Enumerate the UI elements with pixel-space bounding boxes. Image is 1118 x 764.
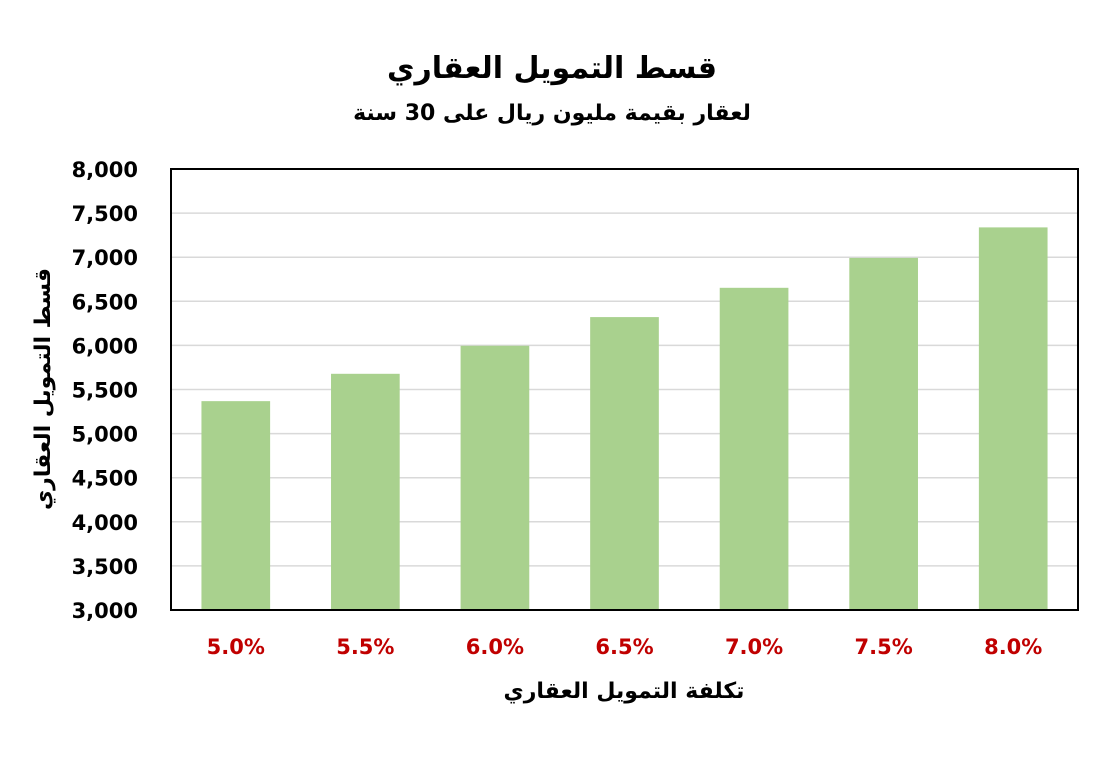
bar xyxy=(460,345,530,610)
y-tick-label: 8,000 xyxy=(72,158,138,182)
x-tick-label: 8.0% xyxy=(984,635,1042,659)
x-axis-label: تكلفة التمويل العقاري xyxy=(504,679,745,704)
y-tick-label: 3,500 xyxy=(72,555,138,579)
bars xyxy=(201,227,1048,610)
y-tick-label: 7,500 xyxy=(72,202,138,226)
bar xyxy=(849,257,918,610)
y-tick-label: 6,500 xyxy=(72,290,138,314)
x-tick-label: 7.5% xyxy=(855,635,913,659)
y-tick-label: 6,000 xyxy=(72,334,138,358)
y-tick-label: 3,000 xyxy=(72,599,138,623)
x-tick-label: 5.0% xyxy=(207,635,265,659)
bar xyxy=(201,401,271,610)
bar xyxy=(719,287,789,610)
bar xyxy=(590,317,659,610)
y-tick-label: 4,000 xyxy=(72,511,138,535)
x-tick-label: 7.0% xyxy=(725,635,783,659)
y-tick-label: 4,500 xyxy=(72,467,138,491)
y-tick-label: 5,500 xyxy=(72,379,138,403)
y-tick-label: 5,000 xyxy=(72,423,138,447)
y-axis-label: قسط التمويل العقاري xyxy=(31,268,56,510)
y-tick-label: 7,000 xyxy=(72,246,138,270)
plot-area-frame xyxy=(170,168,1079,611)
y-axis-ticks: 3,000 3,500 4,000 4,500 5,000 5,500 6,000 6,500… xyxy=(72,158,138,623)
x-axis-ticks: 5.0% 5.5% 6.0% 6.5% 7.0% 7.5% 8.0% xyxy=(207,635,1043,659)
bar xyxy=(978,227,1048,610)
x-tick-label: 6.0% xyxy=(466,635,524,659)
chart-subtitle: لعقار بقيمة مليون ريال على 30 سنة xyxy=(353,101,751,126)
x-tick-label: 6.5% xyxy=(595,635,653,659)
bar xyxy=(331,373,400,610)
x-tick-label: 5.5% xyxy=(336,635,394,659)
chart-title: قسط التمويل العقاري xyxy=(387,51,717,86)
